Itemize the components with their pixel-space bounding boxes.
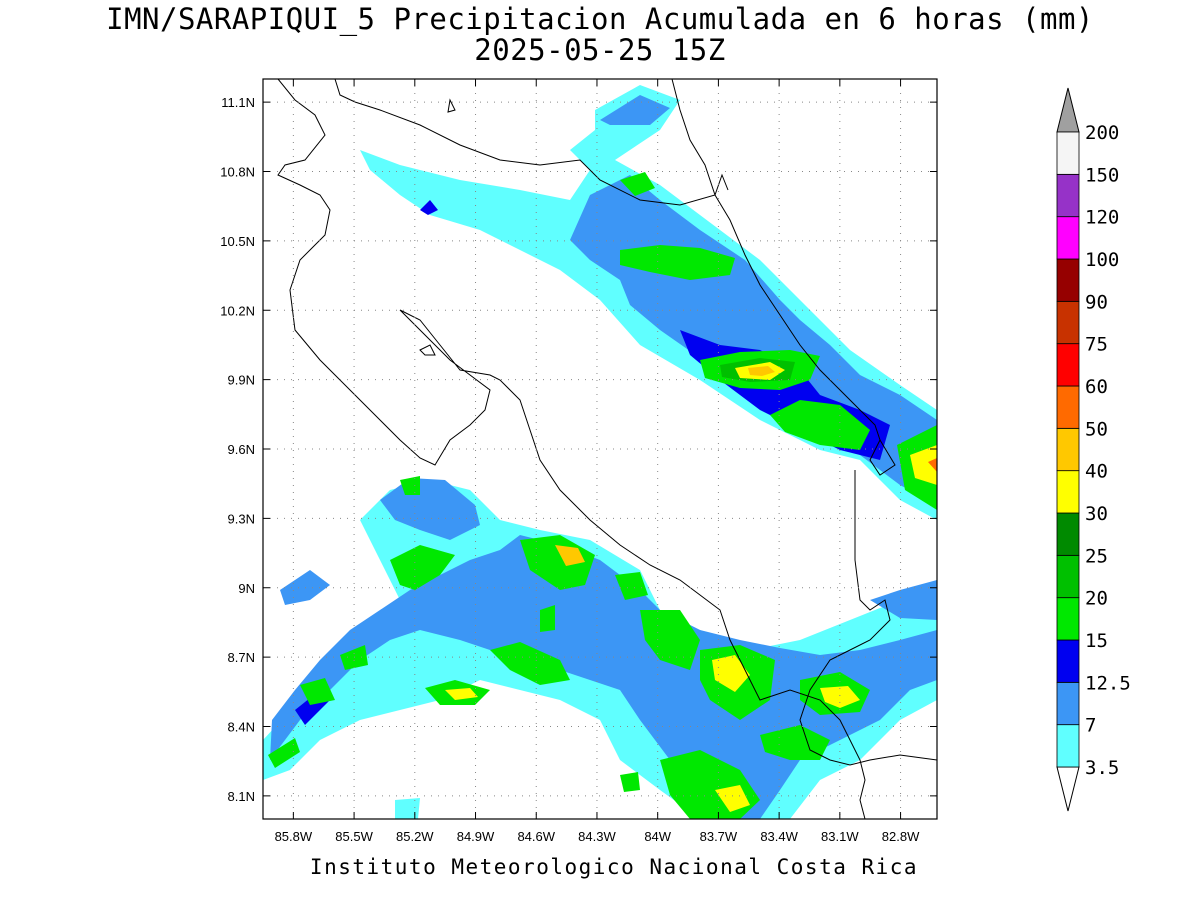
- graticule: [263, 79, 937, 819]
- border-panama: [799, 470, 937, 766]
- lat-tick-label: 9.9N: [228, 373, 255, 388]
- lat-tick-label: 8.7N: [228, 650, 255, 665]
- lat-tick-label: 11.1N: [221, 95, 255, 110]
- colorbar-label: 90: [1085, 291, 1108, 313]
- colorbar-swatch: [1056, 554, 1080, 599]
- colorbar-label: 60: [1085, 376, 1108, 398]
- colorbar-label: 150: [1085, 164, 1119, 186]
- colorbar-label: 100: [1085, 249, 1119, 271]
- colorbar-swatch: [1056, 131, 1080, 175]
- lat-tick-label: 8.4N: [228, 720, 255, 735]
- colorbar-label: 40: [1085, 461, 1108, 483]
- colorbar-swatch: [1056, 216, 1080, 260]
- colorbar-label: 50: [1085, 418, 1108, 440]
- lat-tick-label: 10.2N: [220, 303, 255, 318]
- lon-tick-label: 84.6W: [517, 829, 555, 844]
- lat-tick-label: 9.3N: [228, 511, 255, 526]
- lon-tick-label: 85.8W: [275, 829, 313, 844]
- lon-tick-label: 83.7W: [700, 829, 738, 844]
- lon-tick-label: 82.8W: [882, 829, 920, 844]
- colorbar-swatch: [1056, 639, 1080, 683]
- colorbar-label: 20: [1085, 588, 1108, 610]
- colorbar-label: 7: [1085, 715, 1096, 737]
- lon-tick-label: 85.2W: [396, 829, 434, 844]
- latitude-axis: 11.1N 10.8N 10.5N 10.2N 9.9N 9.6N 9.3N 9N 8.7N 8.…: [220, 95, 937, 804]
- colorbar-label: 12.5: [1085, 672, 1131, 694]
- lon-tick-label: 85.5W: [335, 829, 373, 844]
- colorbar-swatch: [1056, 724, 1080, 768]
- map-datetime: 2025-05-25 15Z: [474, 33, 726, 67]
- colorbar: 3.5 7 12.5 15 20 25 30 40 50 60 75 90 100 120 150 200: [1056, 87, 1131, 812]
- colorbar-label: 15: [1085, 630, 1108, 652]
- lat-tick-label: 10.5N: [220, 234, 255, 249]
- coastline-pacific: [277, 79, 866, 819]
- colorbar-swatch: [1056, 385, 1080, 429]
- colorbar-label: 25: [1085, 545, 1108, 567]
- country-borders: [277, 79, 937, 819]
- coastline-caribbean: [671, 79, 881, 441]
- colorbar-swatch: [1056, 681, 1080, 726]
- colorbar-under-arrow: [1056, 766, 1080, 812]
- longitude-axis: 85.8W 85.5W 85.2W 84.9W 84.6W 84.3W 84W 83.7W 83…: [275, 79, 920, 844]
- colorbar-label: 200: [1085, 122, 1119, 144]
- lat-tick-label: 9.6N: [228, 442, 255, 457]
- colorbar-label: 3.5: [1085, 757, 1119, 779]
- lon-tick-label: 84.9W: [457, 829, 495, 844]
- colorbar-swatch: [1056, 512, 1080, 556]
- lat-tick-label: 10.8N: [220, 165, 255, 180]
- precipitation-field: [263, 85, 937, 819]
- colorbar-swatch: [1056, 427, 1080, 472]
- footer-credit: Instituto Meteorologico Nacional Costa R…: [309, 855, 919, 879]
- lon-tick-label: 84W: [644, 829, 671, 844]
- colorbar-label: 75: [1085, 334, 1108, 356]
- lon-tick-label: 84.3W: [578, 829, 616, 844]
- colorbar-swatch: [1056, 300, 1080, 345]
- colorbar-swatch: [1056, 173, 1080, 218]
- map-title: IMN/SARAPIQUI_5 Precipitacion Acumulada …: [106, 2, 1094, 36]
- colorbar-swatch: [1056, 597, 1080, 641]
- lat-tick-label: 8.1N: [228, 789, 255, 804]
- colorbar-swatch: [1056, 258, 1080, 302]
- colorbar-swatch: [1056, 343, 1080, 387]
- border-nicaragua: [334, 79, 729, 206]
- lon-tick-label: 83.1W: [821, 829, 859, 844]
- lon-tick-label: 83.4W: [760, 829, 798, 844]
- colorbar-over-arrow: [1056, 87, 1080, 133]
- colorbar-swatch: [1056, 470, 1080, 514]
- colorbar-label: 120: [1085, 207, 1119, 229]
- colorbar-label: 30: [1085, 503, 1108, 525]
- lat-tick-label: 9N: [238, 581, 255, 596]
